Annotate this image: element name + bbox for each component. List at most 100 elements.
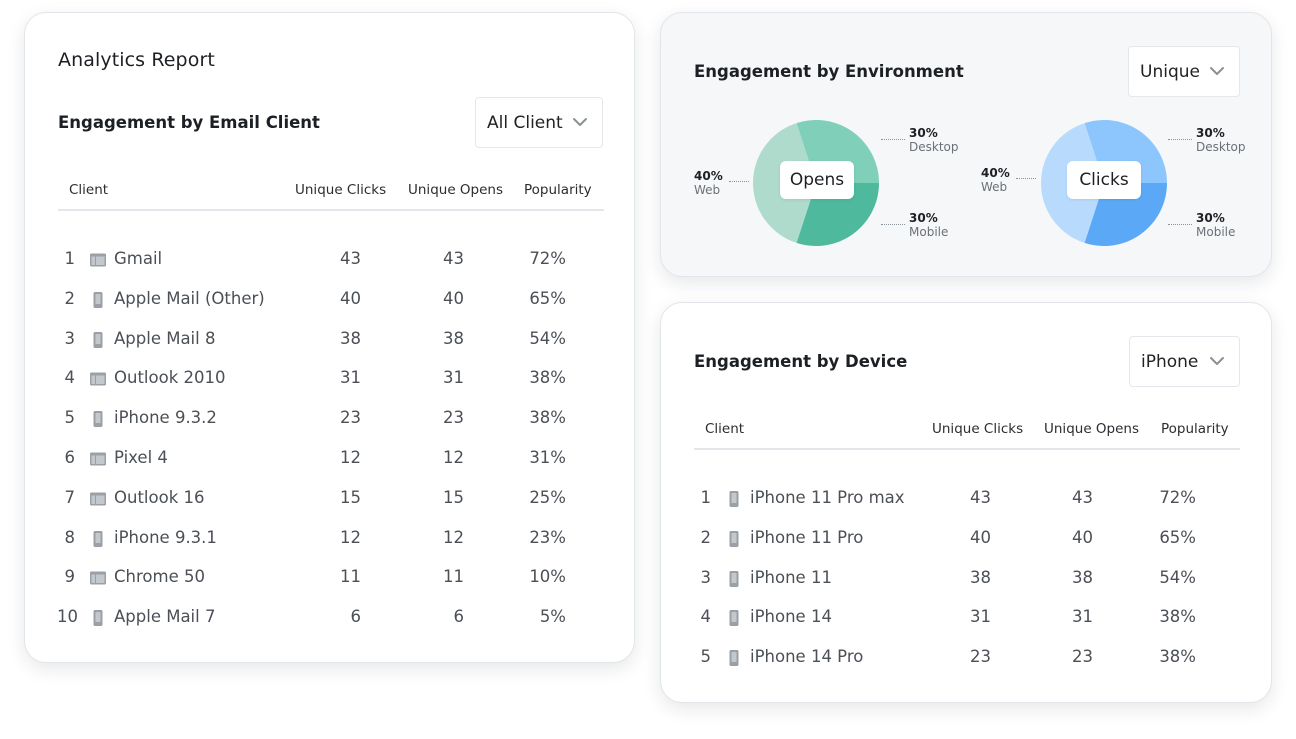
table-row[interactable]: 3 iPhone 11 38 38 54%: [661, 568, 1271, 592]
chevron-down-icon: [1210, 357, 1224, 365]
popularity-value: 65%: [1159, 527, 1196, 547]
clicks-mobile-name: Mobile: [1196, 225, 1236, 239]
popularity-value: 10%: [529, 567, 566, 587]
opens-mobile-percent: 30%: [909, 211, 938, 225]
table-row[interactable]: 2 Apple Mail (Other) 40 40 65%: [25, 289, 634, 313]
chevron-down-icon: [1210, 67, 1224, 75]
clicks-desktop-label: 30% Desktop: [1196, 126, 1246, 154]
email-client-card: Analytics Report Engagement by Email Cli…: [24, 12, 635, 663]
unique-opens-value: 40: [443, 288, 464, 308]
unique-clicks-value: 15: [340, 487, 361, 507]
unique-opens-value: 15: [443, 487, 464, 507]
mobile-device-icon: [93, 530, 103, 547]
popularity-value: 5%: [539, 607, 566, 627]
popularity-value: 54%: [529, 328, 566, 348]
mobile-device-icon: [729, 650, 739, 667]
row-number: 3: [700, 567, 712, 587]
unique-clicks-value: 31: [340, 368, 361, 388]
column-header-popularity: Popularity: [1161, 421, 1229, 437]
clicks-pie-center-label: Clicks: [1067, 161, 1141, 199]
device-filter-dropdown[interactable]: iPhone: [1129, 336, 1240, 387]
table-row[interactable]: 5 iPhone 9.3.2 23 23 38%: [25, 408, 634, 432]
table-row[interactable]: 7 Outlook 16 15 15 25%: [25, 488, 634, 512]
table-row[interactable]: 5 iPhone 14 Pro 23 23 38%: [661, 647, 1271, 671]
unique-opens-value: 23: [443, 408, 464, 428]
row-number: 5: [64, 408, 76, 428]
opens-web-leader: [729, 181, 749, 182]
table-row[interactable]: 1 Gmail 43 43 72%: [25, 249, 634, 273]
unique-clicks-value: 40: [340, 288, 361, 308]
table-row[interactable]: 4 Outlook 2010 31 31 38%: [25, 368, 634, 392]
mobile-device-icon: [729, 570, 739, 587]
row-number: 6: [64, 448, 76, 467]
popularity-value: 38%: [1159, 647, 1196, 667]
client-name: Outlook 16: [114, 487, 205, 507]
table-row[interactable]: 1 iPhone 11 Pro max 43 43 72%: [661, 488, 1271, 512]
environment-metric-dropdown[interactable]: Unique: [1128, 46, 1240, 97]
unique-opens-value: 43: [443, 249, 464, 268]
client-name: Apple Mail 7: [114, 607, 216, 627]
opens-mobile-label: 30% Mobile: [909, 211, 948, 239]
popularity-value: 23%: [529, 527, 566, 547]
client-name: Chrome 50: [114, 567, 205, 587]
clicks-web-leader: [1016, 178, 1036, 179]
table-row[interactable]: 2 iPhone 11 Pro 40 40 65%: [661, 528, 1271, 552]
unique-clicks-value: 11: [340, 567, 361, 587]
unique-clicks-value: 43: [970, 488, 991, 507]
column-header-unique-opens: Unique Opens: [408, 182, 504, 198]
clicks-mobile-percent: 30%: [1196, 211, 1225, 225]
table-row[interactable]: 6 Pixel 4 12 12 31%: [25, 448, 634, 472]
row-number: 9: [64, 567, 76, 587]
client-filter-dropdown[interactable]: All Client: [475, 97, 603, 148]
opens-mobile-name: Mobile: [909, 225, 949, 239]
client-name: iPhone 11 Pro: [750, 527, 864, 547]
row-number: 4: [700, 607, 712, 627]
table-row[interactable]: 8 iPhone 9.3.1 12 12 23%: [25, 528, 634, 552]
row-number: 5: [700, 647, 712, 667]
client-name: iPhone 14: [750, 607, 832, 627]
unique-clicks-value: 38: [970, 567, 991, 587]
client-filter-value: All Client: [487, 112, 563, 133]
popularity-value: 38%: [529, 368, 566, 388]
device-section-title: Engagement by Device: [694, 352, 908, 371]
desktop-client-icon: [90, 571, 106, 585]
mobile-device-icon: [729, 610, 739, 627]
client-name: iPhone 9.3.2: [114, 408, 217, 428]
column-header-client: Client: [69, 182, 109, 198]
popularity-value: 25%: [529, 487, 566, 507]
popularity-value: 38%: [1159, 607, 1196, 627]
row-number: 1: [700, 488, 712, 507]
environment-card: Engagement by Environment Unique Opens 4…: [660, 12, 1272, 277]
unique-opens-value: 38: [443, 328, 464, 348]
device-filter-value: iPhone: [1141, 351, 1199, 372]
clicks-web-name: Web: [981, 180, 1008, 194]
email-client-section-title: Engagement by Email Client: [58, 113, 320, 132]
unique-clicks-value: 31: [970, 607, 991, 627]
column-header-unique-clicks: Unique Clicks: [932, 421, 1024, 437]
opens-pie-center-label: Opens: [780, 161, 854, 199]
column-header-unique-opens: Unique Opens: [1044, 421, 1140, 437]
desktop-client-icon: [90, 253, 106, 267]
popularity-value: 72%: [529, 249, 566, 268]
unique-clicks-value: 12: [340, 527, 361, 547]
table-row[interactable]: 10 Apple Mail 7 6 6 5%: [25, 607, 634, 631]
client-name: Gmail: [114, 249, 163, 268]
unique-opens-value: 11: [443, 567, 464, 587]
table-row[interactable]: 3 Apple Mail 8 38 38 54%: [25, 329, 634, 353]
mobile-device-icon: [93, 411, 103, 428]
table-row[interactable]: 9 Chrome 50 11 11 10%: [25, 567, 634, 591]
unique-opens-value: 43: [1072, 488, 1093, 507]
unique-clicks-value: 23: [340, 408, 361, 428]
row-number: 10: [57, 607, 78, 627]
header-divider: [58, 209, 604, 211]
opens-desktop-label: 30% Desktop: [909, 126, 959, 154]
unique-opens-value: 6: [453, 607, 465, 627]
table-row[interactable]: 4 iPhone 14 31 31 38%: [661, 607, 1271, 631]
unique-opens-value: 23: [1072, 647, 1093, 667]
unique-clicks-value: 38: [340, 328, 361, 348]
clicks-web-percent: 40%: [981, 166, 1010, 180]
row-number: 1: [64, 249, 76, 268]
opens-desktop-name: Desktop: [909, 140, 959, 154]
popularity-value: 38%: [529, 408, 566, 428]
client-name: Apple Mail (Other): [114, 288, 265, 308]
